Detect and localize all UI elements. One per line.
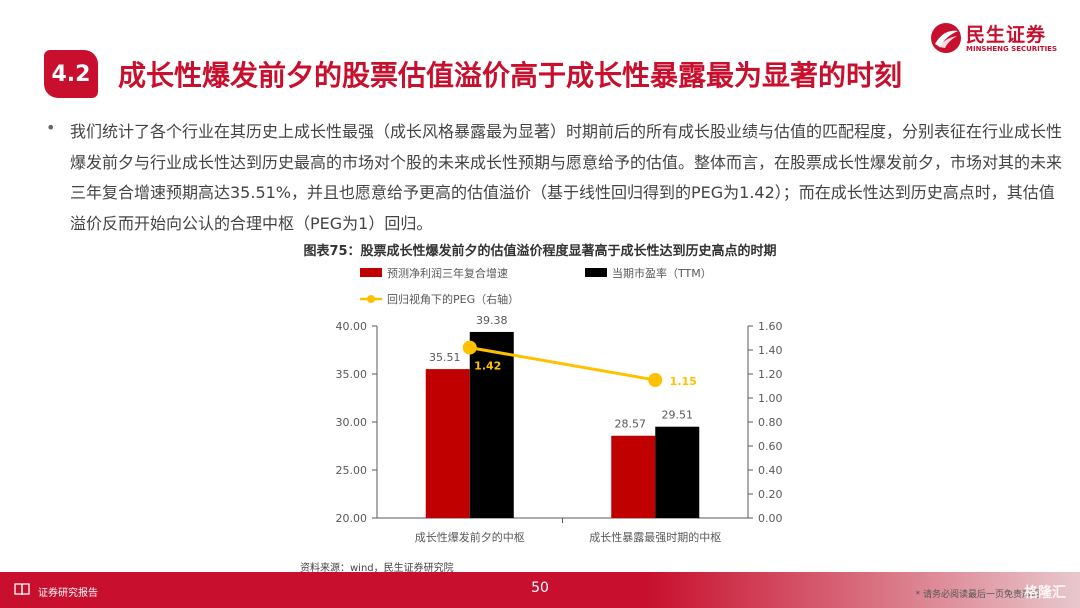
- minsheng-logo: 民生证券 MINSHENG SECURITIES: [930, 20, 1057, 56]
- legend-swatch-pe: [585, 268, 607, 277]
- bar-data-label: 28.57: [615, 418, 647, 431]
- disclaimer-text: * 请务必阅读最后一页免责声明: [915, 590, 1040, 600]
- right-axis-tick-label: 1.60: [758, 320, 783, 333]
- left-axis-tick-label: 35.00: [336, 368, 368, 381]
- peg-point: [462, 340, 477, 355]
- bar-pe: [469, 331, 514, 518]
- source-note: 资料来源：wind，民生证券研究院: [300, 563, 454, 574]
- bar-data-label: 29.51: [662, 409, 694, 422]
- right-axis-tick-label: 0.60: [758, 440, 783, 453]
- chart-caption: 图表75：股票成长性爆发前夕的估值溢价程度显著高于成长性达到历史高点的时期: [303, 244, 777, 259]
- peg-point: [648, 373, 663, 387]
- left-axis-tick-label: 20.00: [336, 512, 368, 525]
- right-axis-tick-label: 1.00: [758, 392, 783, 405]
- section-number-badge: 4.2: [44, 50, 98, 98]
- right-axis-tick-label: 0.00: [758, 512, 783, 525]
- body-paragraph: 我们统计了各个行业在其历史上成长性最强（成长风格暴露最为显著）时期前后的所有成长…: [70, 122, 1063, 233]
- watermark-text: 格隆汇: [1024, 585, 1066, 601]
- legend-label-peg: 回归视角下的PEG（右轴）: [387, 292, 519, 306]
- bar-growth: [611, 435, 656, 518]
- bar-growth: [425, 369, 470, 518]
- right-axis-tick-label: 0.20: [758, 488, 783, 501]
- bar-data-label: 39.38: [476, 314, 508, 327]
- peg-data-label: 1.42: [474, 360, 501, 373]
- logo-chinese-name: 民生证券: [966, 24, 1047, 46]
- combo-chart: 20.00 25.00 30.00 35.00 40.00 0.00 0.20 0.40 0.6…: [336, 266, 783, 544]
- peg-data-label: 1.15: [670, 375, 697, 388]
- left-axis-tick-label: 40.00: [336, 320, 368, 333]
- legend-swatch-peg-dot: [367, 295, 375, 303]
- right-axis-tick-label: 1.20: [758, 368, 783, 381]
- logo-english-name: MINSHENG SECURITIES: [966, 45, 1057, 53]
- x-category-label: 成长性爆发前夕的中枢: [415, 530, 525, 544]
- right-axis-tick-label: 0.40: [758, 464, 783, 477]
- peg-line: [469, 346, 656, 382]
- legend-swatch-growth: [360, 268, 382, 277]
- book-icon: [14, 583, 30, 596]
- left-axis-tick-label: 30.00: [336, 416, 368, 429]
- legend-label-growth: 预测净利润三年复合增速: [387, 266, 508, 280]
- page-title: 成长性爆发前夕的股票估值溢价高于成长性暴露最为显著的时刻: [118, 59, 903, 92]
- bar-data-label: 35.51: [429, 351, 461, 364]
- bar-pe: [655, 426, 700, 518]
- left-axis-tick-label: 25.00: [336, 464, 368, 477]
- page-number: 50: [531, 580, 549, 596]
- logo-swoosh-icon: [931, 23, 961, 53]
- footer-bar: 证券研究报告 50 * 请务必阅读最后一页免责声明 格隆汇: [0, 572, 1080, 608]
- legend-label-pe: 当期市盈率（TTM）: [612, 266, 712, 280]
- x-category-label: 成长性暴露最强时期的中枢: [589, 530, 721, 544]
- footer-report-label: 证券研究报告: [38, 588, 98, 599]
- bullet-icon: •: [46, 118, 56, 137]
- right-axis-tick-label: 1.40: [758, 344, 783, 357]
- right-axis-tick-label: 0.80: [758, 416, 783, 429]
